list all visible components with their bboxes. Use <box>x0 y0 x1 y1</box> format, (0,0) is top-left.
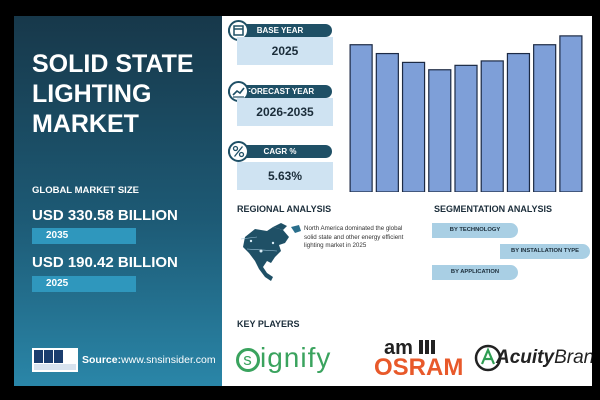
chart-bar-2 <box>375 52 399 192</box>
chart-bar-7 <box>506 52 531 192</box>
cagr-value: 5.63% <box>237 162 333 190</box>
chart-bar-3 <box>401 61 426 192</box>
segment-by-installation-type[interactable]: BY INSTALLATION TYPE <box>500 244 590 259</box>
ams-wordmark: am <box>384 337 413 359</box>
forecast-year-value: 2026-2035 <box>237 98 333 126</box>
signify-initial: s <box>236 347 260 372</box>
cagr-label: CAGR % <box>228 145 332 158</box>
global-market-size-label: GLOBAL MARKET SIZE <box>32 185 139 196</box>
title-line-3: MARKET <box>32 110 139 138</box>
source-label: Source: <box>82 354 122 366</box>
ams-bars-icon <box>419 340 436 354</box>
growth-bar-chart <box>349 35 583 192</box>
segment-by-application[interactable]: BY APPLICATION <box>432 265 518 280</box>
title-line-1: SOLID STATE <box>32 50 194 78</box>
signify-wordmark: ignify <box>260 342 332 373</box>
segment-by-technology[interactable]: BY TECHNOLOGY <box>432 223 518 238</box>
year-bar-2025: 2025 <box>32 276 136 292</box>
acuity-brands-logo: AcuityBrands <box>496 347 592 369</box>
market-value-2025: USD 190.42 BILLION <box>32 254 178 271</box>
source-url[interactable]: www.snsinsider.com <box>121 354 216 366</box>
chart-bar-8 <box>533 44 557 192</box>
osram-wordmark: OSRAM <box>374 354 464 381</box>
regional-analysis-title: REGIONAL ANALYSIS <box>237 204 332 214</box>
chart-bar-1 <box>349 44 373 192</box>
segmentation-analysis-title: SEGMENTATION ANALYSIS <box>434 204 553 214</box>
infographic-canvas: SOLID STATE LIGHTING MARKET GLOBAL MARKE… <box>14 16 592 386</box>
acuity-wordmark-bold: Acuity <box>496 347 555 368</box>
market-value-2035: USD 330.58 BILLION <box>32 207 178 224</box>
chart-bar-6 <box>480 60 504 192</box>
regional-analysis-text: North America dominated the global solid… <box>304 225 404 250</box>
chart-bar-4 <box>428 69 452 192</box>
sns-insider-logo <box>32 348 78 372</box>
chart-bar-9 <box>559 35 583 192</box>
acuity-brands-icon <box>474 344 502 372</box>
title-line-2: LIGHTING <box>32 80 152 108</box>
calendar-icon <box>228 20 249 41</box>
source-line: Source:www.snsinsider.com <box>82 354 216 366</box>
acuity-wordmark-rest: Brands <box>554 347 592 368</box>
forecast-year-label: FORECAST YEAR <box>228 85 332 98</box>
north-america-map-icon <box>240 223 301 281</box>
chart-bar-5 <box>454 64 478 192</box>
year-bar-2035: 2035 <box>32 228 136 244</box>
left-panel: SOLID STATE LIGHTING MARKET GLOBAL MARKE… <box>14 16 222 386</box>
percent-icon <box>228 141 249 162</box>
base-year-value: 2025 <box>237 37 333 65</box>
signify-logo: s ignify <box>236 342 331 374</box>
base-year-label: BASE YEAR <box>228 24 332 37</box>
key-players-title: KEY PLAYERS <box>237 319 300 329</box>
ams-logo: am <box>384 338 440 358</box>
